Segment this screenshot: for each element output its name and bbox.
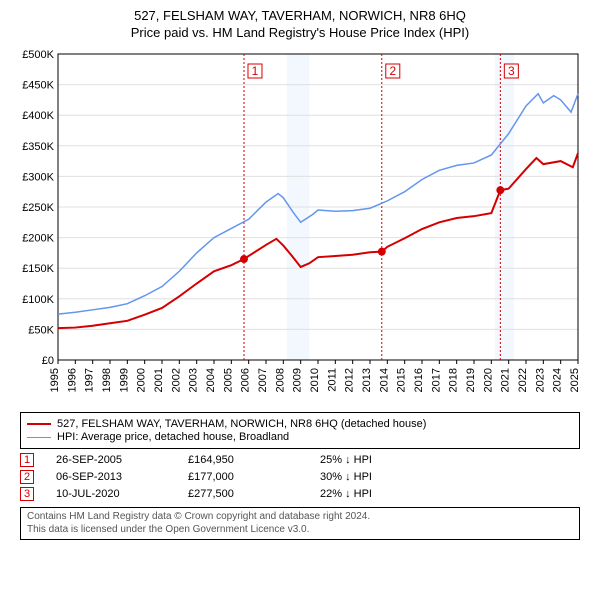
- annotation-date: 10-JUL-2020: [56, 488, 166, 500]
- svg-text:£500K: £500K: [22, 49, 54, 61]
- svg-text:2006: 2006: [240, 368, 252, 392]
- svg-text:1999: 1999: [118, 368, 130, 392]
- svg-text:2011: 2011: [326, 368, 338, 392]
- svg-text:£450K: £450K: [22, 80, 54, 92]
- svg-text:2017: 2017: [430, 368, 442, 392]
- chart-svg: £0 £50K £100K £150K £200K £250K £300K £350K £400…: [10, 46, 590, 406]
- annotation-table: 1 26-SEP-2005 £164,950 25% ↓ HPI 2 06-SEP-201…: [20, 453, 580, 501]
- annotation-row: 2 06-SEP-2013 £177,000 30% ↓ HPI: [20, 470, 580, 484]
- svg-text:2000: 2000: [136, 368, 148, 392]
- page-subtitle: Price paid vs. HM Land Registry's House …: [10, 25, 590, 40]
- svg-text:1997: 1997: [84, 368, 96, 392]
- legend: 527, FELSHAM WAY, TAVERHAM, NORWICH, NR8…: [20, 412, 580, 449]
- svg-text:2022: 2022: [517, 368, 529, 392]
- svg-text:£50K: £50K: [28, 324, 54, 336]
- svg-text:2005: 2005: [222, 368, 234, 392]
- svg-text:3: 3: [508, 64, 515, 78]
- annotation-row: 1 26-SEP-2005 £164,950 25% ↓ HPI: [20, 453, 580, 467]
- annotation-date: 26-SEP-2005: [56, 454, 166, 466]
- svg-text:2: 2: [389, 64, 396, 78]
- svg-text:£150K: £150K: [22, 263, 54, 275]
- annotation-delta: 22% ↓ HPI: [320, 488, 430, 500]
- svg-text:2010: 2010: [309, 368, 321, 392]
- chart: £0 £50K £100K £150K £200K £250K £300K £350K £400…: [10, 46, 590, 406]
- svg-text:2015: 2015: [396, 368, 408, 392]
- svg-text:2004: 2004: [205, 368, 217, 392]
- svg-text:1995: 1995: [49, 368, 61, 392]
- svg-text:2003: 2003: [188, 368, 200, 392]
- footer-line-1: Contains HM Land Registry data © Crown c…: [27, 511, 573, 524]
- svg-text:2007: 2007: [257, 368, 269, 392]
- svg-text:1: 1: [252, 64, 259, 78]
- page-title: 527, FELSHAM WAY, TAVERHAM, NORWICH, NR8…: [10, 8, 590, 23]
- legend-swatch: [27, 423, 51, 425]
- svg-text:2018: 2018: [448, 368, 460, 392]
- annotation-number-icon: 1: [20, 453, 34, 467]
- annotation-delta: 25% ↓ HPI: [320, 454, 430, 466]
- svg-text:2009: 2009: [292, 368, 304, 392]
- legend-label: HPI: Average price, detached house, Broa…: [57, 431, 289, 443]
- annotation-price: £164,950: [188, 454, 298, 466]
- legend-row: 527, FELSHAM WAY, TAVERHAM, NORWICH, NR8…: [27, 418, 573, 430]
- svg-text:2024: 2024: [552, 368, 564, 392]
- svg-text:2019: 2019: [465, 368, 477, 392]
- footer-line-2: This data is licensed under the Open Gov…: [27, 524, 573, 537]
- annotation-number-icon: 2: [20, 470, 34, 484]
- annotation-row: 3 10-JUL-2020 £277,500 22% ↓ HPI: [20, 487, 580, 501]
- svg-text:1998: 1998: [101, 368, 113, 392]
- legend-label: 527, FELSHAM WAY, TAVERHAM, NORWICH, NR8…: [57, 418, 426, 430]
- svg-text:£0: £0: [42, 355, 54, 367]
- svg-text:2002: 2002: [170, 368, 182, 392]
- svg-text:£100K: £100K: [22, 294, 54, 306]
- svg-text:2014: 2014: [378, 368, 390, 392]
- svg-text:2023: 2023: [534, 368, 546, 392]
- svg-text:2008: 2008: [274, 368, 286, 392]
- svg-text:£400K: £400K: [22, 110, 54, 122]
- annotation-price: £177,000: [188, 471, 298, 483]
- svg-text:2016: 2016: [413, 368, 425, 392]
- svg-text:2020: 2020: [482, 368, 494, 392]
- svg-text:£250K: £250K: [22, 202, 54, 214]
- annotation-number-icon: 3: [20, 487, 34, 501]
- svg-text:£200K: £200K: [22, 233, 54, 245]
- annotation-delta: 30% ↓ HPI: [320, 471, 430, 483]
- svg-text:1996: 1996: [66, 368, 78, 392]
- svg-text:2012: 2012: [344, 368, 356, 392]
- svg-text:2025: 2025: [569, 368, 581, 392]
- annotation-price: £277,500: [188, 488, 298, 500]
- annotation-date: 06-SEP-2013: [56, 471, 166, 483]
- attribution: Contains HM Land Registry data © Crown c…: [20, 507, 580, 540]
- legend-swatch: [27, 437, 51, 438]
- svg-text:2013: 2013: [361, 368, 373, 392]
- chart-container: 527, FELSHAM WAY, TAVERHAM, NORWICH, NR8…: [0, 0, 600, 548]
- svg-text:2021: 2021: [500, 368, 512, 392]
- legend-row: HPI: Average price, detached house, Broa…: [27, 431, 573, 443]
- svg-text:£300K: £300K: [22, 171, 54, 183]
- svg-text:2001: 2001: [153, 368, 165, 392]
- svg-text:£350K: £350K: [22, 141, 54, 153]
